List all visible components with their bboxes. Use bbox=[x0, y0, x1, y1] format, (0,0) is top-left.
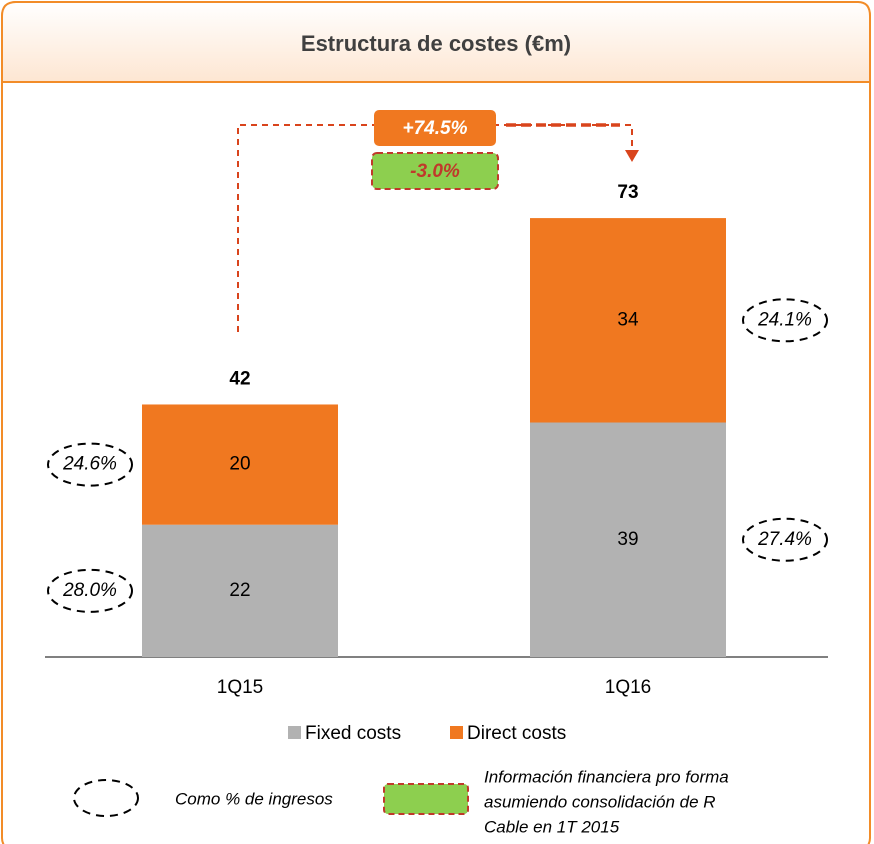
bar-segment bbox=[530, 218, 726, 423]
segment-label: 39 bbox=[617, 529, 638, 550]
ratio-ellipse bbox=[742, 298, 828, 343]
growth-label: +74.5% bbox=[403, 118, 468, 139]
segment-label: 22 bbox=[229, 580, 250, 601]
total-label: 73 bbox=[617, 182, 638, 203]
growth-arrow bbox=[625, 150, 639, 162]
segment-label: 34 bbox=[617, 309, 639, 330]
total-label: 42 bbox=[229, 368, 250, 389]
chart-title: Estructura de costes (€m) bbox=[301, 31, 571, 56]
growth-label: -3.0% bbox=[410, 161, 460, 182]
growth-connector bbox=[237, 124, 633, 332]
legend-label: Direct costs bbox=[467, 723, 566, 744]
bar-segment bbox=[530, 422, 726, 657]
x-tick-label: 1Q15 bbox=[217, 677, 263, 698]
x-tick-label: 1Q16 bbox=[605, 677, 651, 698]
ratio-ellipse bbox=[742, 517, 828, 562]
ratio-label: 27.4% bbox=[757, 529, 812, 550]
growth-box-proforma bbox=[371, 152, 499, 190]
bar-segment bbox=[142, 524, 338, 657]
legend-swatch bbox=[288, 726, 301, 739]
proforma-note: asumiendo consolidación de R bbox=[484, 792, 716, 811]
segment-label: 20 bbox=[229, 454, 250, 475]
bar-segment bbox=[142, 404, 338, 525]
proforma-note: Cable en 1T 2015 bbox=[484, 817, 620, 836]
legend-swatch bbox=[450, 726, 463, 739]
proforma-key bbox=[383, 783, 469, 815]
legend-label: Fixed costs bbox=[305, 723, 401, 744]
growth-box bbox=[374, 110, 496, 146]
header bbox=[1, 0, 871, 83]
ratio-label: 24.6% bbox=[62, 454, 117, 475]
ratio-label: 24.1% bbox=[757, 309, 812, 330]
ratio-ellipse bbox=[47, 568, 133, 613]
proforma-note: Información financiera pro forma bbox=[484, 767, 729, 786]
ratio-note: Como % de ingresos bbox=[175, 789, 333, 808]
ratio-key bbox=[73, 779, 139, 817]
ratio-ellipse bbox=[47, 442, 133, 487]
ratio-label: 28.0% bbox=[62, 580, 117, 601]
